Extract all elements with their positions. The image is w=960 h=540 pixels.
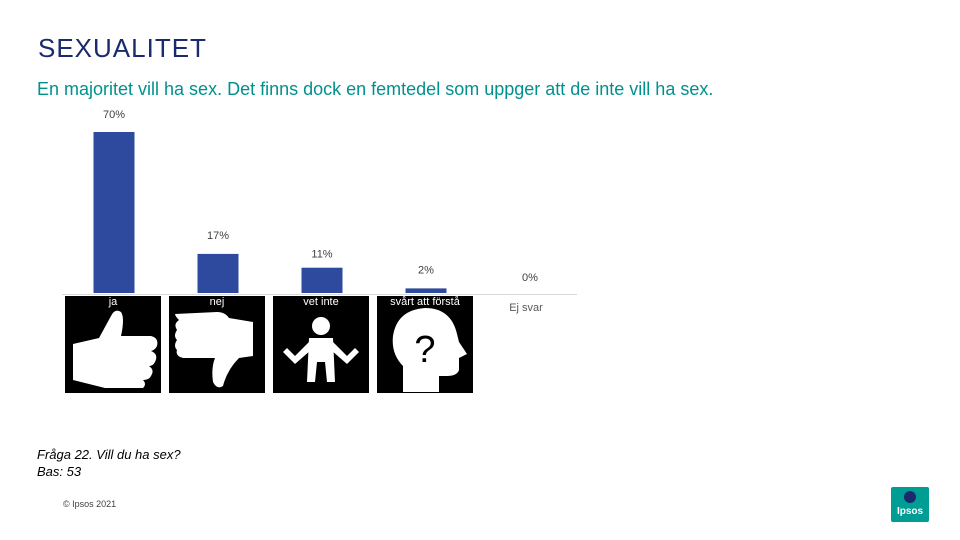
data-label-ja: 70% (103, 109, 125, 121)
bar-svårt-att-förstå (405, 288, 447, 293)
bar-vet-inte (301, 267, 343, 293)
thumbs-up-icon (73, 310, 158, 388)
chart-baseline (62, 294, 577, 295)
category-label-ej-svar: Ej svar (509, 302, 543, 314)
footnote: Fråga 22. Vill du ha sex? Bas: 53 (37, 446, 181, 480)
logo-mark-icon (904, 491, 916, 503)
tile-ja: ja (65, 296, 161, 393)
bar-nej (197, 253, 239, 293)
data-label-nej: 17% (207, 230, 229, 242)
page-title: SEXUALITET (38, 33, 207, 63)
shrugging-person-icon (283, 317, 359, 382)
tile-label-nej: nej (209, 296, 225, 308)
thumbs-down-icon (175, 312, 253, 388)
tile-label-svart-att-forsta: svårt att förstå (390, 296, 460, 308)
data-label-vet-inte: 11% (311, 249, 332, 261)
page-subtitle: En majoritet vill ha sex. Det finns dock… (37, 79, 714, 99)
tile-nej: nej (169, 296, 265, 393)
bar-ja (93, 132, 135, 293)
data-label-svårt-att-förstå: 2% (418, 264, 434, 276)
tile-label-ja: ja (108, 296, 118, 308)
question-head-icon: ? (392, 308, 467, 392)
base-text: Bas: 53 (37, 464, 82, 479)
logo-text: Ipsos (896, 506, 924, 517)
tile-label-vet-inte: vet inte (303, 296, 339, 308)
question-text: Fråga 22. Vill du ha sex? (37, 447, 181, 462)
tile-vet-inte: vet inte (273, 296, 369, 393)
ipsos-logo: Ipsos (891, 487, 929, 522)
tile-svart-att-forsta: ? svårt att förstå (377, 296, 473, 393)
svg-text:?: ? (414, 329, 435, 371)
data-label-Ej-svar: 0% (522, 272, 538, 284)
copyright: © Ipsos 2021 (63, 499, 117, 509)
